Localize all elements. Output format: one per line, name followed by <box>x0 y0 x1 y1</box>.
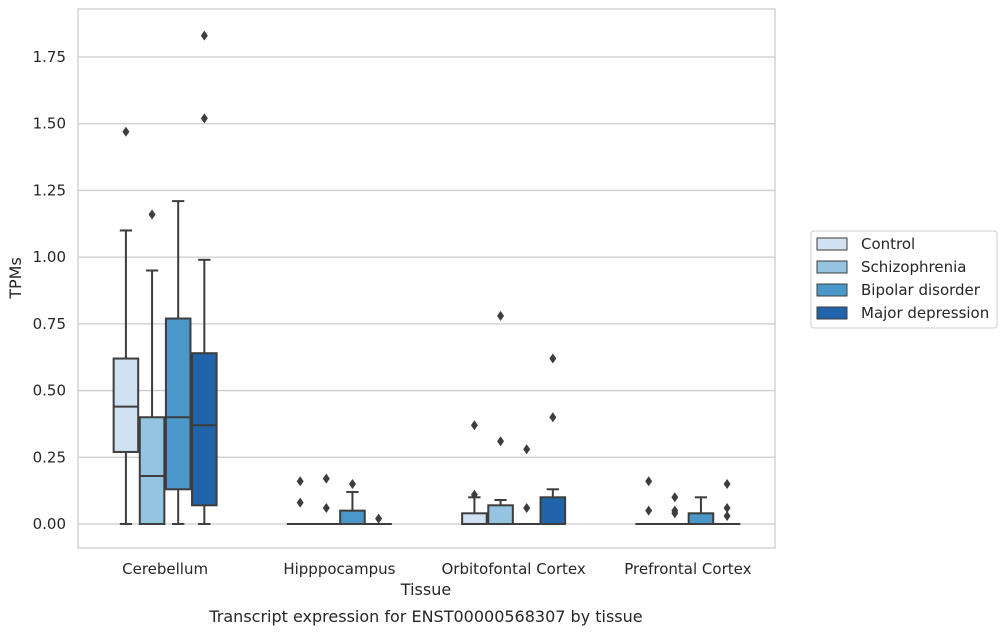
box-2-3 <box>539 353 567 525</box>
legend-swatch <box>816 237 848 251</box>
box-body <box>539 496 567 525</box>
box-3-0 <box>635 476 662 525</box>
box-0-0 <box>112 126 140 525</box>
outlier-point <box>671 508 679 519</box>
y-tick-labels: 0.00 0.25 0.50 0.75 1.00 1.25 1.50 1.75 <box>33 48 66 533</box>
y-tick-label: 1.00 <box>33 248 66 266</box>
y-tick-label: 0.75 <box>33 315 66 333</box>
y-tick-label: 1.75 <box>33 48 66 66</box>
outlier-point <box>497 436 505 447</box>
y-tick-label: 1.50 <box>33 115 66 133</box>
x-tick-label: Prefrontal Cortex <box>624 560 751 578</box>
y-tick-label: 0.25 <box>33 448 66 466</box>
box-body <box>138 416 166 525</box>
y-tick-label: 0.50 <box>33 382 66 400</box>
box-body <box>687 512 715 525</box>
box-1-0 <box>286 476 314 525</box>
outlier-point <box>296 497 304 508</box>
legend-swatch <box>816 260 848 274</box>
box-0-3 <box>191 30 218 525</box>
box-3-1 <box>661 492 689 525</box>
outlier-point <box>322 473 330 484</box>
outlier-point <box>549 412 557 423</box>
outlier-point <box>723 502 731 513</box>
box-3-2 <box>687 496 715 525</box>
outlier-point <box>645 505 653 516</box>
plot-frame <box>77 8 776 549</box>
outlier-point <box>497 310 505 321</box>
legend-label: Control <box>861 235 915 253</box>
x-tick-labels: Cerebellum Hipppocampus Orbitofontal Corte… <box>122 560 751 578</box>
box-1-3 <box>365 513 392 525</box>
x-tick-label: Orbitofontal Cortex <box>442 560 586 578</box>
box-2-1 <box>487 310 514 525</box>
box-3-3 <box>713 478 741 525</box>
x-tick-label: Hipppocampus <box>283 560 395 578</box>
outlier-point <box>549 353 557 364</box>
legend-label: Schizophrenia <box>861 258 966 276</box>
outlier-point <box>723 510 731 521</box>
box-body <box>461 512 488 525</box>
outlier-point <box>523 444 531 455</box>
box-body <box>164 317 192 491</box>
legend-swatch <box>816 283 848 297</box>
box-body <box>339 509 366 525</box>
y-tick-label: 1.25 <box>33 181 66 199</box>
legend-swatch <box>816 306 848 320</box>
box-1-2 <box>339 478 366 525</box>
outlier-point <box>523 502 531 513</box>
legend-frame <box>810 230 998 329</box>
box-body <box>112 357 140 453</box>
legend-label: Bipolar disorder <box>861 281 981 299</box>
y-tick-label: 0.00 <box>33 515 66 533</box>
box-2-2 <box>513 444 540 525</box>
outlier-point <box>723 478 731 489</box>
y-axis-label: TPMs <box>6 257 25 300</box>
box-0-1 <box>138 209 166 525</box>
box-2-0 <box>461 420 488 525</box>
x-tick-label: Cerebellum <box>122 560 208 578</box>
box-body <box>487 504 514 525</box>
x-axis-label: Tissue <box>400 580 451 599</box>
outlier-point <box>671 492 679 503</box>
outlier-point <box>470 420 478 431</box>
outlier-point <box>322 502 330 513</box>
chart-caption: Transcript expression for ENST0000056830… <box>208 607 642 626</box>
box-groups <box>112 30 741 525</box>
outlier-point <box>470 489 478 500</box>
box-1-1 <box>313 473 340 525</box>
outlier-point <box>148 209 156 220</box>
outlier-point <box>122 126 130 137</box>
outlier-point <box>645 476 653 487</box>
outlier-point <box>200 30 208 41</box>
outlier-point <box>296 476 304 487</box>
box-body <box>191 352 218 507</box>
outlier-point <box>375 513 383 524</box>
outlier-point <box>348 478 356 489</box>
box-0-2 <box>164 200 192 525</box>
legend-label: Major depression <box>861 304 989 322</box>
legend: Control Schizophrenia Bipolar disorder Majo… <box>810 230 998 329</box>
outlier-point <box>200 113 208 124</box>
